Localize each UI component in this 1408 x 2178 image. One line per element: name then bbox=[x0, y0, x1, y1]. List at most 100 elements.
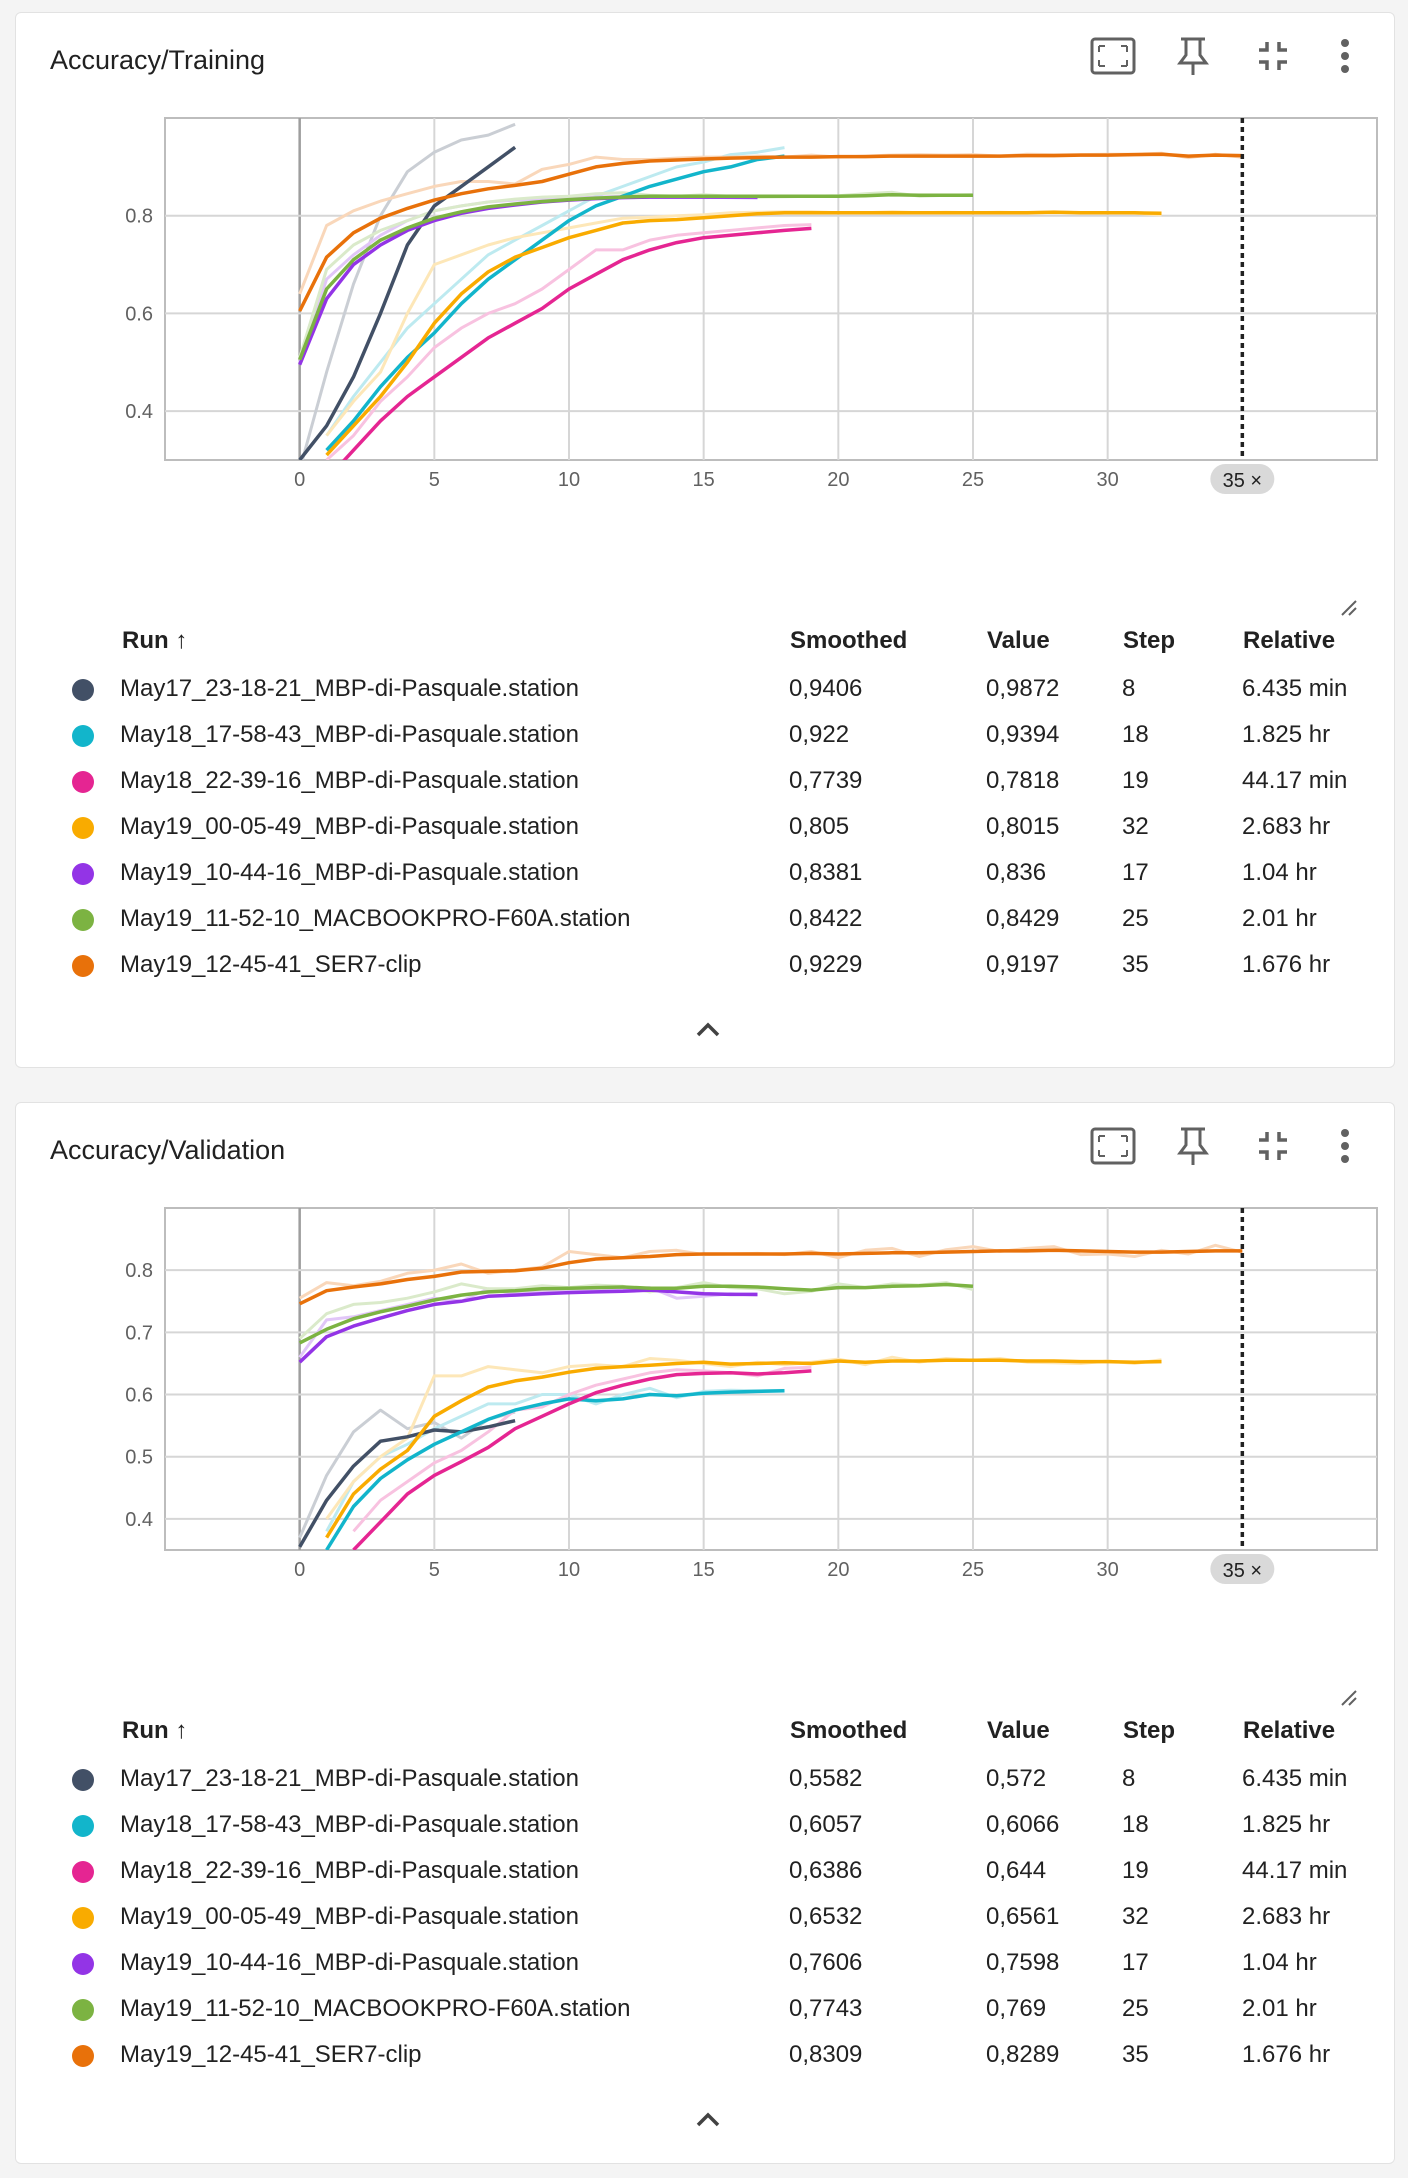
scalar-card-training: Accuracy/Training 0 5 10 15 20 25 30 0.4 0.6 0.8 3… bbox=[15, 12, 1395, 1068]
run-name: May18_22-39-16_MBP-di-Pasquale.station bbox=[120, 1857, 579, 1884]
y-tick-label: 0.6 bbox=[125, 1385, 153, 1407]
run-row[interactable]: May19_12-45-41_SER7-clip 0,8309 0,8289 35 1.… bbox=[56, 2033, 1356, 2079]
column-header-step[interactable]: Step bbox=[1123, 1717, 1176, 1744]
collapse-card-icon bbox=[1259, 1132, 1287, 1160]
more-options-button[interactable] bbox=[1320, 1121, 1370, 1171]
x-tick-label: 10 bbox=[558, 1559, 580, 1581]
smoothed-value: 0,6386 bbox=[789, 1857, 863, 1884]
run-row[interactable]: May18_22-39-16_MBP-di-Pasquale.station 0,… bbox=[56, 1849, 1356, 1895]
raw-value: 0,6561 bbox=[986, 1903, 1060, 1930]
pin-icon bbox=[1177, 37, 1209, 75]
collapse-legend-button[interactable] bbox=[691, 2107, 725, 2133]
run-row[interactable]: May19_12-45-41_SER7-clip 0,9229 0,9197 35 1.… bbox=[56, 943, 1356, 989]
column-header-relative[interactable]: Relative bbox=[1243, 1717, 1336, 1744]
smoothed-value: 0,6057 bbox=[789, 1811, 863, 1838]
raw-value: 0,7818 bbox=[986, 767, 1060, 794]
run-row[interactable]: May17_23-18-21_MBP-di-Pasquale.station 0,… bbox=[56, 667, 1356, 713]
step-value: 8 bbox=[1122, 675, 1136, 702]
relative-time: 1.825 hr bbox=[1242, 721, 1331, 748]
step-cursor-chip[interactable]: 35 × bbox=[1210, 464, 1275, 494]
fit-domain-button[interactable] bbox=[1088, 1121, 1138, 1171]
series-smoothed-line bbox=[298, 1288, 758, 1364]
run-row[interactable]: May19_11-52-10_MACBOOKPRO-F60A.station 0,… bbox=[56, 1987, 1356, 2033]
card-title: Accuracy/Training bbox=[50, 45, 266, 75]
run-name: May18_22-39-16_MBP-di-Pasquale.station bbox=[120, 767, 579, 794]
collapse-card-button[interactable] bbox=[1248, 1121, 1298, 1171]
series-group bbox=[298, 1243, 1243, 1550]
run-color-swatch bbox=[72, 1907, 94, 1929]
plot-frame bbox=[164, 1207, 1378, 1551]
step-value: 35 bbox=[1122, 2041, 1149, 2068]
run-name: May18_17-58-43_MBP-di-Pasquale.station bbox=[120, 1811, 579, 1838]
column-header-relative[interactable]: Relative bbox=[1243, 627, 1336, 654]
scalar-card-validation: Accuracy/Validation 0 5 10 15 20 25 30 0.4 0.5 0.… bbox=[15, 1102, 1395, 2164]
more-options-button[interactable] bbox=[1320, 31, 1370, 81]
more-vert-icon bbox=[1341, 1129, 1349, 1163]
column-header-run[interactable]: Run ↑ bbox=[122, 627, 188, 654]
series-smoothed-line bbox=[352, 1369, 812, 1550]
step-value: 32 bbox=[1122, 813, 1149, 840]
step-value: 17 bbox=[1122, 1949, 1149, 1976]
run-row[interactable]: May19_00-05-49_MBP-di-Pasquale.station 0,… bbox=[56, 1895, 1356, 1941]
series-smoothed-line bbox=[298, 145, 517, 460]
run-name: May19_10-44-16_MBP-di-Pasquale.station bbox=[120, 1949, 579, 1976]
runs-table: Run ↑ Smoothed Value Step Relative May17… bbox=[56, 1717, 1356, 2077]
y-tick-label: 0.5 bbox=[125, 1447, 153, 1469]
step-value: 19 bbox=[1122, 1857, 1149, 1884]
raw-value: 0,8289 bbox=[986, 2041, 1060, 2068]
x-tick-label: 30 bbox=[1097, 469, 1119, 491]
smoothed-value: 0,8422 bbox=[789, 905, 863, 932]
column-header-smoothed[interactable]: Smoothed bbox=[790, 627, 908, 654]
column-header-value[interactable]: Value bbox=[987, 1717, 1050, 1744]
column-header-run[interactable]: Run ↑ bbox=[122, 1717, 188, 1744]
run-name: May19_12-45-41_SER7-clip bbox=[120, 951, 422, 978]
step-value: 25 bbox=[1122, 1995, 1149, 2022]
x-tick-label: 20 bbox=[827, 469, 849, 491]
line-chart-validation[interactable]: 0 5 10 15 20 25 30 0.4 0.5 0.6 0.7 0.8 35 × bbox=[111, 1198, 1408, 1608]
run-row[interactable]: May19_00-05-49_MBP-di-Pasquale.station 0,… bbox=[56, 805, 1356, 851]
step-value: 18 bbox=[1122, 721, 1149, 748]
run-color-swatch bbox=[72, 909, 94, 931]
run-row[interactable]: May19_10-44-16_MBP-di-Pasquale.station 0,… bbox=[56, 851, 1356, 897]
resize-icon[interactable] bbox=[1340, 599, 1358, 617]
run-color-swatch bbox=[72, 955, 94, 977]
x-tick-label: 0 bbox=[294, 469, 305, 491]
smoothed-value: 0,8381 bbox=[789, 859, 863, 886]
series-smoothed-line bbox=[298, 1282, 974, 1345]
collapse-legend-button[interactable] bbox=[691, 1017, 725, 1043]
series-smoothed-line bbox=[325, 210, 1162, 457]
raw-value: 0,9394 bbox=[986, 721, 1060, 748]
x-tick-label: 15 bbox=[693, 469, 715, 491]
y-tick-label: 0.7 bbox=[125, 1322, 153, 1344]
raw-value: 0,9197 bbox=[986, 951, 1060, 978]
line-chart-training[interactable]: 0 5 10 15 20 25 30 0.4 0.6 0.8 35 × bbox=[111, 108, 1408, 518]
run-color-swatch bbox=[72, 725, 94, 747]
series-smoothed-line bbox=[298, 1418, 516, 1548]
run-name: May19_12-45-41_SER7-clip bbox=[120, 2041, 422, 2068]
raw-value: 0,836 bbox=[986, 859, 1047, 886]
column-header-smoothed[interactable]: Smoothed bbox=[790, 1717, 908, 1744]
run-name: May19_11-52-10_MACBOOKPRO-F60A.station bbox=[120, 1995, 631, 2022]
pin-button[interactable] bbox=[1168, 1121, 1218, 1171]
column-header-step[interactable]: Step bbox=[1123, 627, 1176, 654]
run-row[interactable]: May19_11-52-10_MACBOOKPRO-F60A.station 0,… bbox=[56, 897, 1356, 943]
column-header-value[interactable]: Value bbox=[987, 627, 1050, 654]
run-row[interactable]: May18_22-39-16_MBP-di-Pasquale.station 0,… bbox=[56, 759, 1356, 805]
step-cursor-chip[interactable]: 35 × bbox=[1210, 1554, 1275, 1584]
run-name: May18_17-58-43_MBP-di-Pasquale.station bbox=[120, 721, 579, 748]
step-value: 17 bbox=[1122, 859, 1149, 886]
run-row[interactable]: May18_17-58-43_MBP-di-Pasquale.station 0,… bbox=[56, 713, 1356, 759]
run-row[interactable]: May17_23-18-21_MBP-di-Pasquale.station 0,… bbox=[56, 1757, 1356, 1803]
fit-domain-button[interactable] bbox=[1088, 31, 1138, 81]
step-value: 25 bbox=[1122, 905, 1149, 932]
series-group bbox=[298, 122, 1243, 460]
run-row[interactable]: May19_10-44-16_MBP-di-Pasquale.station 0,… bbox=[56, 1941, 1356, 1987]
resize-icon[interactable] bbox=[1340, 1689, 1358, 1707]
smoothed-value: 0,922 bbox=[789, 721, 850, 748]
collapse-card-button[interactable] bbox=[1248, 31, 1298, 81]
more-vert-icon bbox=[1341, 39, 1349, 73]
pin-button[interactable] bbox=[1168, 31, 1218, 81]
run-row[interactable]: May18_17-58-43_MBP-di-Pasquale.station 0,… bbox=[56, 1803, 1356, 1849]
sort-arrow-up-icon: ↑ bbox=[175, 627, 188, 654]
run-color-swatch bbox=[72, 1861, 94, 1883]
